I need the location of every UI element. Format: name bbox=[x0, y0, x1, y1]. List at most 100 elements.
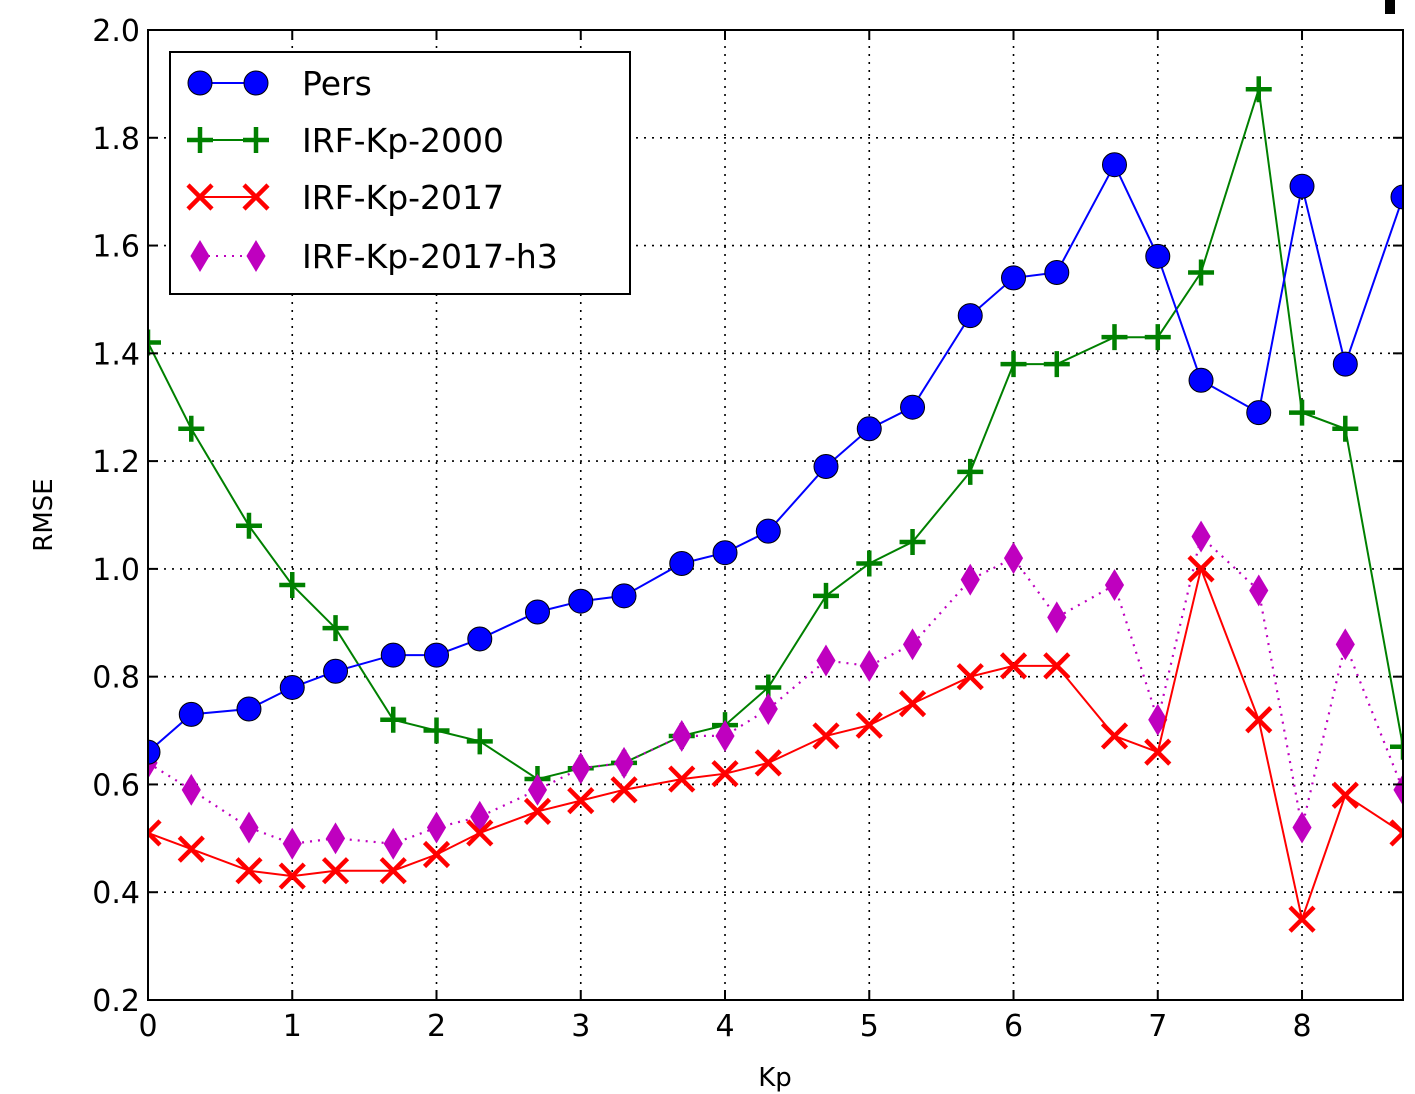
data-point-plus bbox=[322, 615, 349, 642]
y-tick-label: 0.4 bbox=[92, 876, 140, 911]
data-point-diamond bbox=[181, 773, 201, 806]
y-tick-label: 1.8 bbox=[92, 122, 140, 157]
data-point-x bbox=[610, 776, 638, 804]
data-point-diamond bbox=[672, 719, 692, 752]
data-point-x bbox=[855, 711, 883, 739]
data-point-x bbox=[1144, 738, 1172, 766]
data-point-diamond bbox=[960, 563, 980, 596]
data-point-x bbox=[1187, 555, 1215, 583]
data-point-circle bbox=[524, 599, 550, 625]
x-tick-label: 8 bbox=[1292, 1009, 1311, 1044]
data-point-x bbox=[567, 787, 595, 815]
data-point-circle bbox=[1246, 400, 1272, 426]
data-point-plus bbox=[1332, 415, 1359, 442]
y-axis-label: RMSE bbox=[29, 478, 59, 551]
y-tick-label: 0.6 bbox=[92, 768, 140, 803]
data-point-plus bbox=[148, 329, 161, 356]
data-point-x bbox=[754, 749, 782, 777]
data-point-x bbox=[668, 765, 696, 793]
y-tick-label: 0.8 bbox=[92, 661, 140, 696]
x-tick-label: 7 bbox=[1148, 1009, 1167, 1044]
data-point-circle bbox=[712, 540, 738, 566]
data-point-plus bbox=[380, 706, 407, 733]
data-point-plus bbox=[1390, 733, 1403, 760]
data-point-circle bbox=[178, 701, 204, 727]
data-point-circle bbox=[856, 416, 882, 442]
data-point-diamond bbox=[758, 693, 778, 725]
data-point-circle bbox=[957, 303, 983, 329]
legend-label: Pers bbox=[302, 64, 372, 103]
data-point-circle bbox=[424, 642, 450, 668]
data-point-plus bbox=[899, 528, 926, 555]
y-tick-label: 1.6 bbox=[92, 230, 140, 265]
x-tick-label: 2 bbox=[427, 1009, 446, 1044]
series-pers bbox=[148, 152, 1403, 765]
data-point-circle bbox=[323, 658, 349, 684]
data-point-circle bbox=[900, 394, 926, 420]
data-point-x bbox=[1245, 706, 1273, 734]
data-point-x bbox=[711, 760, 739, 788]
data-point-circle bbox=[1001, 265, 1027, 291]
data-point-diamond bbox=[902, 628, 923, 661]
data-point-plus bbox=[235, 512, 262, 539]
data-point-plus bbox=[187, 127, 213, 153]
data-point-plus bbox=[1188, 259, 1215, 286]
legend-label: IRF-Kp-2000 bbox=[302, 121, 504, 160]
data-point-diamond bbox=[859, 649, 879, 682]
data-point-x bbox=[1389, 819, 1403, 847]
data-point-x bbox=[148, 819, 162, 847]
data-point-x bbox=[186, 183, 214, 211]
data-point-diamond bbox=[1148, 703, 1168, 736]
data-point-plus bbox=[1101, 324, 1128, 351]
series-irf-kp-2017-h3 bbox=[148, 520, 1403, 860]
data-point-plus bbox=[279, 572, 306, 599]
data-point-circle bbox=[813, 454, 839, 479]
legend-entry: Pers bbox=[187, 64, 372, 103]
data-point-diamond bbox=[1104, 569, 1125, 602]
data-point-plus bbox=[466, 728, 493, 755]
series-layer bbox=[148, 76, 1403, 933]
data-point-plus bbox=[1043, 351, 1070, 378]
data-point-plus bbox=[1245, 76, 1272, 103]
data-point-x bbox=[379, 857, 407, 885]
legend-label: IRF-Kp-2017 bbox=[302, 178, 504, 217]
data-point-diamond bbox=[614, 746, 634, 779]
data-point-x bbox=[466, 819, 494, 847]
data-point-x bbox=[523, 797, 552, 825]
x-tick-label: 0 bbox=[138, 1009, 157, 1044]
data-point-circle bbox=[1332, 351, 1358, 377]
legend-entry: IRF-Kp-2000 bbox=[187, 121, 504, 160]
data-point-diamond bbox=[1292, 811, 1312, 844]
data-point-circle bbox=[568, 588, 594, 614]
legend: Pers IRF-Kp-2000 IRF-Kp-2017 IRF-Kp-2017-h3 bbox=[169, 51, 631, 295]
data-point-diamond bbox=[1191, 520, 1211, 553]
corner-mark bbox=[1385, 0, 1395, 14]
y-tick-label: 1.4 bbox=[92, 337, 140, 372]
x-tick-label: 5 bbox=[860, 1009, 879, 1044]
data-point-plus bbox=[1000, 351, 1027, 378]
data-point-plus bbox=[243, 127, 269, 153]
x-tick-label: 4 bbox=[715, 1009, 734, 1044]
legend-entry: IRF-Kp-2017-h3 bbox=[190, 237, 558, 276]
data-point-diamond bbox=[1047, 601, 1067, 634]
data-point-x bbox=[177, 835, 205, 863]
data-point-diamond bbox=[246, 240, 266, 272]
data-point-plus bbox=[178, 415, 205, 442]
data-point-x bbox=[422, 840, 451, 869]
data-point-diamond bbox=[383, 827, 403, 860]
data-point-circle bbox=[467, 626, 493, 652]
data-point-x bbox=[1100, 722, 1129, 750]
axis-ticks bbox=[147, 29, 1403, 1001]
data-point-plus bbox=[1144, 324, 1171, 351]
data-point-plus bbox=[423, 717, 450, 744]
data-point-diamond bbox=[571, 752, 591, 785]
data-point-x bbox=[278, 862, 306, 890]
data-point-circle bbox=[1101, 152, 1127, 178]
data-point-diamond bbox=[282, 827, 302, 860]
data-point-x bbox=[812, 722, 840, 750]
data-point-circle bbox=[243, 70, 269, 96]
data-point-circle bbox=[611, 583, 637, 609]
data-point-circle bbox=[669, 551, 695, 576]
data-point-plus bbox=[856, 550, 883, 577]
